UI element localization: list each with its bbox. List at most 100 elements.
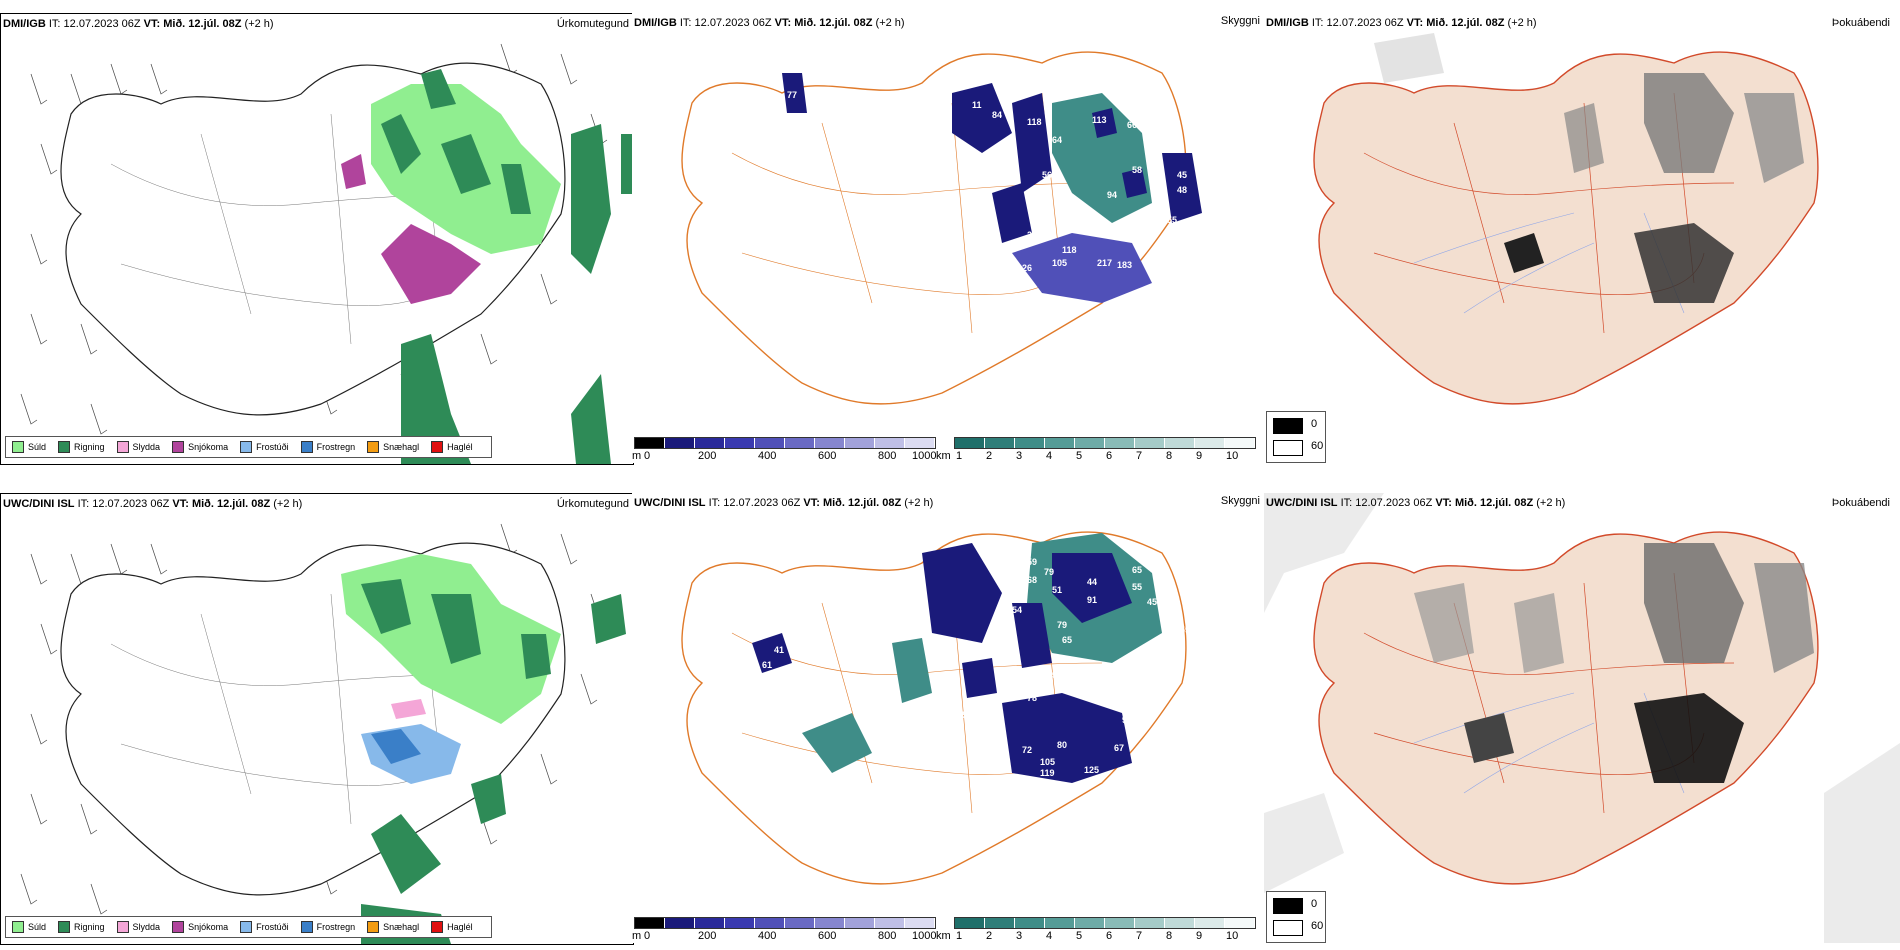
cloud-label: 27 [997, 250, 1007, 260]
cloud-label: 54 [1012, 605, 1022, 615]
variable-label: Skyggni [1221, 15, 1260, 27]
cloud-label: 46 [932, 635, 942, 645]
fog-map-bottom [1264, 493, 1900, 943]
cloud-label: 59 [1027, 557, 1037, 567]
legend-item: Frostregn [301, 441, 356, 453]
cloud-label: 11 [972, 100, 982, 110]
cloud-label: 58 [1132, 165, 1142, 175]
cloud-label: 44 [1087, 577, 1097, 587]
cloud-label: 45 [1147, 597, 1157, 607]
cloud-label: 72 [1022, 745, 1032, 755]
cloud-label: 283 [1027, 230, 1042, 240]
precip-map-top [1, 14, 633, 464]
variable-label: Úrkomutegund [557, 18, 629, 30]
height-colorbar-labels: m 0 200 400 600 800 1000 [632, 450, 942, 463]
legend-item: Snjókoma [172, 921, 228, 933]
cloud-label: 75 [957, 710, 967, 720]
cloud-map-bottom: 59 79 44 65 55 45 68 51 91 79 65 59 66 1… [632, 493, 1264, 943]
cloud-label: 56 [1042, 170, 1052, 180]
legend-item: Haglél [431, 441, 473, 453]
precip-map-bottom [1, 494, 633, 944]
cloud-label: 48 [1177, 185, 1187, 195]
cloud-label: 45 [1177, 170, 1187, 180]
variable-label: Skyggni [1221, 495, 1260, 507]
cloud-label: 55 [1132, 582, 1142, 592]
cloud-panel-bottom: 59 79 44 65 55 45 68 51 91 79 65 59 66 1… [632, 493, 1264, 943]
fog-panel-bottom: UWC/DINI ISL IT: 12.07.2023 06Z VT: Mið.… [1264, 493, 1900, 943]
legend-item: Snæhagl [367, 441, 419, 453]
cloud-label: 79 [1044, 567, 1054, 577]
cloud-label: 61 [762, 660, 772, 670]
legend-item: Frostúði [240, 921, 289, 933]
variable-label: Úrkomutegund [557, 498, 629, 510]
panel-title: UWC/DINI ISL IT: 12.07.2023 06Z VT: Mið.… [1266, 497, 1565, 509]
cloud-map-top: 77 11 84 118 113 66 64 47 58 56 45 48 13… [632, 13, 1264, 463]
visibility-colorbar [954, 437, 1256, 449]
legend-item: Rigning [58, 441, 105, 453]
precip-type-panel-bottom: UWC/DINI ISL IT: 12.07.2023 06Z VT: Mið.… [0, 493, 634, 945]
visibility-colorbar-labels: km 1 2 3 4 5 6 7 8 9 10 [936, 450, 1262, 463]
cloud-label: 91 [1087, 595, 1097, 605]
cloud-label: 47 [1144, 135, 1154, 145]
cloud-label: 118 [1027, 117, 1042, 127]
visibility-colorbar-labels: km 1 2 3 4 5 6 7 8 9 10 [936, 930, 1262, 943]
legend-item: Súld [12, 441, 46, 453]
legend-item: Snjókoma [172, 441, 228, 453]
panel-title: DMI/IGB IT: 12.07.2023 06Z VT: Mið. 12.j… [3, 18, 274, 30]
height-colorbar-labels: m 0 200 400 600 800 1000 [632, 930, 942, 943]
cloud-label: 105 [1040, 757, 1055, 767]
fog-panel-top: DMI/IGB IT: 12.07.2023 06Z VT: Mið. 12.j… [1264, 13, 1900, 463]
cloud-label: 41 [774, 645, 784, 655]
fog-map-top [1264, 13, 1900, 463]
cloud-label: 217 [1097, 258, 1112, 268]
legend-item: Slydda [117, 441, 161, 453]
legend-item: Rigning [58, 921, 105, 933]
legend-item: Frostregn [301, 921, 356, 933]
cloud-label: 130 [1107, 230, 1122, 240]
cloud-label: 119 [1040, 768, 1055, 778]
cloud-label: 81 [877, 740, 887, 750]
panel-title: DMI/IGB IT: 12.07.2023 06Z VT: Mið. 12.j… [634, 17, 905, 29]
cloud-label: 77 [787, 90, 797, 100]
cloud-label: 113 [1092, 115, 1107, 125]
cloud-label: 65 [1062, 635, 1072, 645]
fog-legend-bottom: 0 60 [1266, 891, 1326, 943]
cloud-label: 118 [1062, 245, 1077, 255]
height-colorbar [634, 437, 936, 449]
cloud-label: 55 [1167, 215, 1177, 225]
legend-item: Frostúði [240, 441, 289, 453]
legend-item: Slydda [117, 921, 161, 933]
cloud-label: 68 [1027, 575, 1037, 585]
cloud-label: 13 [972, 190, 982, 200]
panel-title: UWC/DINI ISL IT: 12.07.2023 06Z VT: Mið.… [3, 498, 302, 510]
cloud-label: 126 [1017, 263, 1032, 273]
cloud-label: 125 [1084, 765, 1099, 775]
cloud-label: 78 [1027, 693, 1037, 703]
legend-item: Snæhagl [367, 921, 419, 933]
cloud-label: 106 [947, 242, 962, 252]
cloud-label: 98 [1052, 670, 1062, 680]
cloud-label: 77 [894, 703, 904, 713]
cloud-label: 84 [992, 110, 1002, 120]
cloud-label: 51 [1052, 585, 1062, 595]
cloud-label: 107 [1192, 613, 1207, 623]
cloud-label: 94 [1107, 190, 1117, 200]
height-colorbar [634, 917, 936, 929]
fog-legend-top: 0 60 [1266, 411, 1326, 463]
cloud-label: 66 [1127, 120, 1137, 130]
panel-title: DMI/IGB IT: 12.07.2023 06Z VT: Mið. 12.j… [1266, 17, 1537, 29]
iceland-outline [1314, 532, 1818, 884]
precip-type-panel-top: DMI/IGB IT: 12.07.2023 06Z VT: Mið. 12.j… [0, 13, 634, 465]
cloud-label: 80 [1057, 740, 1067, 750]
variable-label: Þokuábendi [1832, 17, 1890, 29]
variable-label: Þokuábendi [1832, 497, 1890, 509]
cloud-label: 73 [1057, 205, 1067, 215]
cloud-label: 183 [1117, 260, 1132, 270]
cloud-label: 263 [1087, 670, 1102, 680]
legend-item: Súld [12, 921, 46, 933]
cloud-label: 65 [1132, 565, 1142, 575]
cloud-label: 64 [1052, 135, 1062, 145]
legend-item: Haglél [431, 921, 473, 933]
precip-legend-bottom: Súld Rigning Slydda Snjókoma Frostúði Fr… [5, 916, 492, 938]
cloud-label: 79 [1057, 620, 1067, 630]
